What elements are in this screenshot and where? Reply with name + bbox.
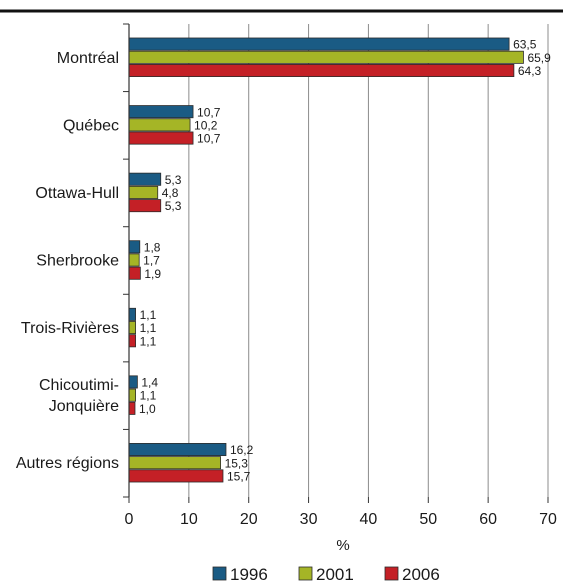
data-label-1996: 1,4 (141, 376, 158, 390)
bar-1996 (128, 375, 138, 389)
bar-2001 (128, 321, 136, 335)
category-label: Ottawa-Hull (35, 185, 119, 202)
category-label: Montréal (57, 50, 119, 67)
data-label-1996: 16,2 (230, 443, 254, 457)
category-label: Québec (63, 117, 119, 134)
data-label-1996: 63,5 (513, 38, 537, 52)
data-label-2001: 15,3 (225, 456, 249, 470)
data-label-2006: 1,1 (140, 334, 157, 348)
data-label-1996: 1,8 (144, 240, 161, 254)
x-tick-label: 70 (539, 511, 557, 528)
legend-label-1996: 1996 (230, 565, 268, 583)
data-label-2006: 5,3 (165, 199, 182, 213)
bar-1996 (128, 240, 141, 254)
data-label-2006: 15,7 (227, 470, 251, 484)
data-label-2006: 10,7 (197, 132, 221, 146)
legend-label-2001: 2001 (316, 565, 354, 583)
bar-1996 (128, 443, 227, 457)
bar-1996 (128, 172, 162, 186)
bar-1996 (128, 37, 510, 51)
bar-1996 (128, 307, 136, 321)
x-tick-label: 30 (300, 511, 318, 528)
data-label-1996: 5,3 (165, 173, 182, 187)
category-label: Sherbrooke (36, 253, 119, 270)
data-label-2006: 64,3 (518, 64, 542, 78)
x-tick-label: 20 (240, 511, 258, 528)
x-tick-label: 0 (125, 511, 134, 528)
bar-2001 (128, 185, 159, 199)
legend-swatch-1996 (212, 566, 227, 581)
x-tick-label: 60 (479, 511, 497, 528)
gridlines (188, 24, 549, 497)
bar-2006 (128, 131, 194, 145)
data-label-2006: 1,0 (139, 402, 156, 416)
bar-2001 (128, 253, 140, 267)
category-label: Autres régions (16, 455, 119, 472)
labels: 0 10 20 30 40 50 60 7063,565,964,3Montréal10,71… (16, 38, 557, 528)
legend-swatch-2001 (298, 566, 313, 581)
data-label-2001: 10,2 (194, 118, 218, 132)
bar-2006 (128, 401, 136, 415)
data-label-1996: 10,7 (197, 105, 221, 119)
bar-2006 (128, 334, 136, 348)
x-tick-label: 40 (360, 511, 378, 528)
category-label: Jonquière (49, 398, 119, 415)
data-label-2001: 1,1 (140, 321, 157, 335)
legend: 1996 2001 2006 (212, 565, 440, 583)
bar-2001 (128, 118, 191, 132)
x-tick-label: 10 (180, 511, 198, 528)
x-tick-label: 50 (419, 511, 437, 528)
data-label-1996: 1,1 (140, 308, 157, 322)
bar-2006 (128, 63, 515, 77)
data-label-2001: 65,9 (527, 51, 551, 65)
data-label-2006: 1,9 (144, 267, 161, 281)
x-axis-title: % (336, 537, 349, 554)
category-label: Trois-Rivières (21, 320, 119, 337)
bar-2006 (128, 199, 162, 213)
category-label: Chicoutimi- (39, 377, 119, 394)
axes (123, 23, 549, 503)
bar-2006 (128, 469, 224, 483)
legend-swatch-2006 (384, 566, 399, 581)
bar-2001 (128, 388, 136, 402)
bar-2001 (128, 456, 221, 470)
bars (128, 37, 524, 483)
bar-2006 (128, 266, 141, 280)
data-label-2001: 1,1 (140, 389, 157, 403)
data-label-2001: 1,7 (143, 254, 160, 268)
bar-1996 (128, 105, 194, 119)
legend-label-2006: 2006 (402, 565, 440, 583)
bar-2001 (128, 50, 524, 64)
data-label-2001: 4,8 (162, 186, 179, 200)
